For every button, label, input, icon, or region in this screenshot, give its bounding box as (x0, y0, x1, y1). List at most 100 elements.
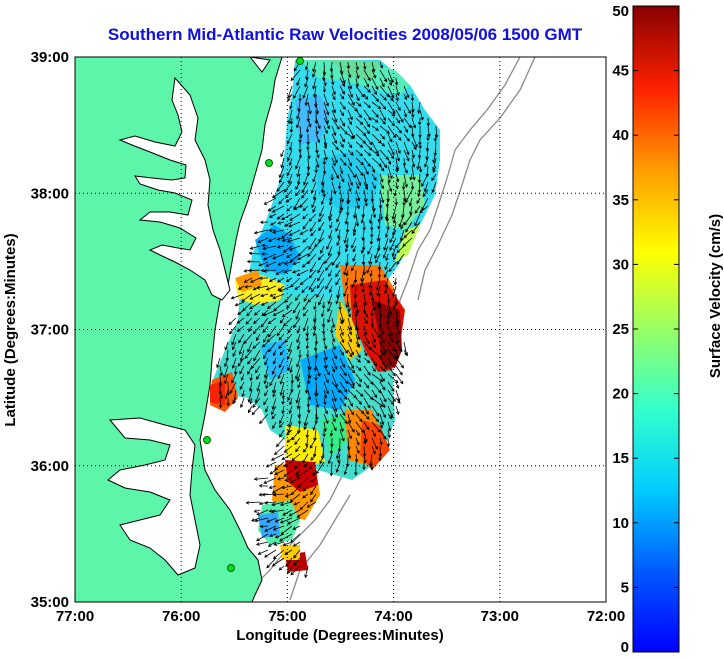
velocity-arrow (337, 229, 341, 240)
velocity-arrow (331, 365, 336, 373)
plot-frame (74, 56, 607, 603)
velocity-arrow (248, 381, 253, 392)
velocity-arrow (267, 237, 277, 242)
velocity-arrow (303, 461, 309, 468)
velocity-arrow (414, 213, 421, 227)
colorbar-label: Surface Velocity (cm/s) (707, 214, 724, 378)
velocity-arrow (329, 221, 333, 229)
velocity-arrow (271, 205, 285, 213)
velocity-arrow (307, 389, 312, 401)
velocity-arrow (347, 405, 354, 416)
velocity-arrow (387, 157, 392, 165)
velocity-arrow (287, 341, 293, 353)
velocity-arrow (339, 141, 344, 148)
velocity-arrow (295, 181, 301, 190)
velocity-arrow (306, 157, 311, 171)
velocity-arrow (216, 357, 221, 369)
velocity-arrow (281, 485, 293, 490)
velocity-arrow (232, 349, 237, 357)
velocity-arrow (306, 349, 310, 359)
velocity-arrow (249, 277, 261, 283)
velocity-arrow (312, 205, 317, 213)
colorbar-tick-label: 50 (612, 3, 629, 20)
velocity-arrow (386, 309, 391, 319)
velocity-arrow (312, 61, 317, 73)
velocity-arrow (339, 165, 344, 175)
velocity-arrow (405, 221, 413, 233)
velocity-arrow (403, 117, 412, 129)
velocity-arrow (314, 237, 325, 248)
velocity-arrow (379, 325, 385, 336)
velocity-arrow (283, 261, 293, 265)
velocity-arrow (395, 117, 401, 124)
velocity-arrow (354, 461, 358, 476)
velocity-arrow (403, 165, 408, 174)
velocity-arrow (426, 133, 430, 142)
velocity-arrow (331, 381, 341, 394)
velocity-arrow (347, 333, 352, 343)
velocity-arrow (296, 165, 301, 178)
velocity-arrow (325, 277, 333, 290)
velocity-arrow (379, 421, 383, 429)
velocity-arrow (379, 341, 387, 354)
velocity-arrow (363, 365, 371, 376)
velocity-arrow (237, 285, 245, 290)
velocity-arrow (329, 197, 333, 206)
velocity-arrow (379, 437, 383, 446)
velocity-arrow (307, 365, 312, 380)
velocity-arrow (323, 109, 329, 125)
velocity-arrow (339, 397, 347, 407)
colorbar-tick-label: 0 (621, 639, 629, 656)
velocity-arrow (387, 141, 395, 156)
velocity-arrow (339, 413, 348, 425)
velocity-arrow (264, 525, 277, 532)
velocity-arrow (224, 357, 229, 368)
velocity-arrow (329, 429, 334, 437)
velocity-arrow (278, 333, 285, 341)
velocity-arrow (363, 117, 371, 128)
velocity-arrow (296, 109, 301, 120)
velocity-arrow (379, 173, 384, 183)
velocity-arrow (277, 285, 285, 291)
velocity-arrow (355, 109, 362, 119)
velocity-arrow (327, 309, 333, 323)
chart-title: Southern Mid-Atlantic Raw Velocities 200… (108, 25, 583, 44)
velocity-arrow (323, 365, 330, 376)
velocity-arrow (411, 149, 415, 159)
velocity-arrow (363, 157, 371, 167)
velocity-arrow (304, 61, 309, 71)
velocity-arrow (237, 357, 245, 367)
velocity-arrow (268, 228, 277, 233)
colorbar-tick-label: 20 (612, 386, 629, 403)
velocity-arrow (284, 549, 293, 555)
velocity-arrow (363, 421, 370, 431)
velocity-arrow (299, 277, 309, 286)
velocity-arrow (371, 341, 376, 349)
velocity-arrow (379, 69, 388, 83)
velocity-arrow (293, 85, 301, 99)
velocity-arrow (355, 77, 359, 88)
velocity-arrow (302, 453, 309, 464)
velocity-arrow (395, 317, 399, 328)
velocity-arrow (293, 557, 301, 567)
velocity-arrow (395, 173, 400, 183)
velocity-arrow (245, 317, 253, 325)
velocity-arrow (284, 333, 293, 344)
velocity-arrow (355, 389, 364, 397)
velocity-arrow (395, 349, 399, 360)
velocity-arrow (278, 165, 285, 179)
velocity-arrow (288, 509, 301, 517)
velocity-arrow (281, 453, 293, 460)
velocity-arrow (302, 221, 309, 230)
velocity-arrow (363, 341, 373, 351)
velocity-arrow (308, 277, 317, 291)
velocity-arrow (285, 277, 293, 282)
velocity-arrow (363, 149, 372, 157)
velocity-arrow (374, 245, 381, 260)
velocity-arrow (295, 469, 301, 476)
velocity-arrow (347, 365, 356, 374)
velocity-arrow (267, 325, 277, 338)
velocity-arrow (258, 261, 269, 267)
velocity-arrow (317, 269, 325, 282)
velocity-arrow (371, 333, 376, 343)
